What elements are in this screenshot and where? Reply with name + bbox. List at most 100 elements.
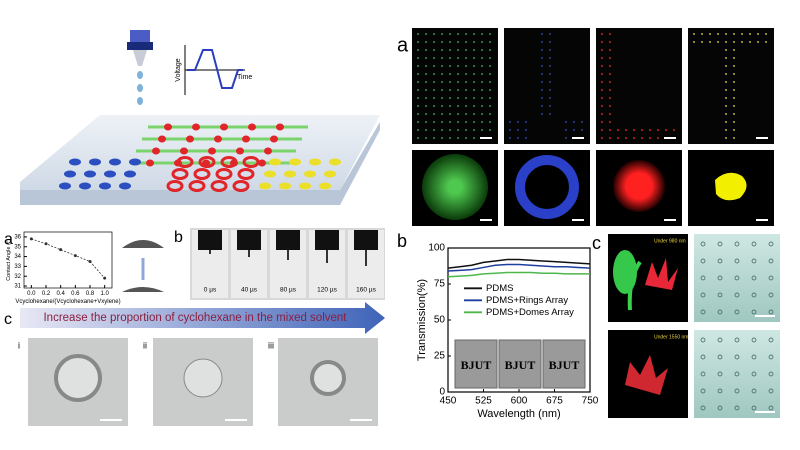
micro-dot — [734, 354, 740, 360]
red-ring — [198, 156, 216, 168]
red-dot — [208, 147, 216, 155]
micro-dot — [768, 388, 774, 394]
x-tick-label: 0.2 — [42, 291, 51, 297]
legend-label: PDMS+Rings Array — [486, 295, 568, 306]
pattern-dot — [749, 41, 751, 43]
micrograph — [694, 234, 780, 322]
pattern-dot — [449, 73, 451, 75]
pattern-dot — [417, 81, 419, 83]
lotus-flower — [625, 355, 668, 395]
pattern-dot — [733, 49, 735, 51]
pattern-dot — [449, 49, 451, 51]
pattern-dot — [481, 81, 483, 83]
pattern-dot — [441, 41, 443, 43]
pattern-dot — [757, 41, 759, 43]
y-tick-label: 25 — [434, 351, 446, 362]
pattern-dot — [433, 49, 435, 51]
pattern-dot — [457, 129, 459, 131]
pattern-dot — [457, 113, 459, 115]
pattern-dot — [481, 121, 483, 123]
y-tick-label: 34 — [14, 254, 21, 260]
blue-dome — [109, 158, 121, 166]
frame-label: 80 µs — [280, 287, 297, 294]
pattern-dot — [449, 81, 451, 83]
frame-liquid — [248, 250, 250, 257]
red-dot — [152, 147, 160, 155]
pattern-dot — [417, 49, 419, 51]
pattern-dot — [481, 33, 483, 35]
pattern-dot — [741, 33, 743, 35]
blue-dome — [129, 158, 141, 166]
yellow-dot — [264, 170, 276, 178]
frame-label: 120 µs — [317, 287, 337, 294]
frame-nozzle — [354, 230, 378, 250]
pattern-dot — [433, 113, 435, 115]
pattern-dot — [733, 73, 735, 75]
pattern-dot — [725, 105, 727, 107]
pattern-dot — [625, 137, 627, 139]
red-dot — [180, 147, 188, 155]
printed-patterns — [59, 123, 341, 192]
droplet — [137, 97, 143, 105]
pattern-dot — [489, 121, 491, 123]
pattern-dot — [433, 41, 435, 43]
pattern-dot — [617, 129, 619, 131]
pattern-dot — [541, 97, 543, 99]
micro-dot — [768, 241, 774, 247]
frame-liquid — [326, 250, 328, 263]
frame-nozzle — [315, 230, 339, 250]
blue-dome — [124, 170, 136, 178]
photo-label: Under 980 nm — [654, 238, 686, 244]
red-ring — [210, 180, 228, 192]
pattern-dot — [733, 81, 735, 83]
micro-dot — [717, 292, 723, 298]
micro-dot — [717, 275, 723, 281]
pattern-dot — [601, 41, 603, 43]
pattern-dot — [657, 137, 659, 139]
legend-label: PDMS+Domes Array — [486, 307, 574, 318]
pattern-dot — [465, 89, 467, 91]
pattern-dot — [541, 73, 543, 75]
micro-dot — [734, 405, 740, 411]
pattern-dot — [433, 73, 435, 75]
pattern-dot — [517, 137, 519, 139]
pattern-dot — [733, 41, 735, 43]
yellow-dot — [269, 158, 281, 166]
y-tick-label: 75 — [434, 279, 446, 290]
morph-label: ii — [143, 340, 147, 350]
pattern-dot — [601, 81, 603, 83]
pattern-dot — [433, 81, 435, 83]
red-dot — [146, 159, 154, 167]
inset-text: BJUT — [549, 358, 580, 372]
red-ring — [166, 180, 184, 192]
yellow-dot — [324, 170, 336, 178]
frame-liquid — [287, 250, 289, 260]
pattern-dot — [489, 65, 491, 67]
micro-dot — [717, 405, 723, 411]
pattern-dot — [509, 121, 511, 123]
pattern-dot — [481, 73, 483, 75]
pattern-dot — [701, 41, 703, 43]
pattern-dot — [617, 137, 619, 139]
pattern-dot — [425, 49, 427, 51]
pattern-dot — [541, 113, 543, 115]
pattern-dot — [733, 105, 735, 107]
frame-nozzle — [276, 230, 300, 250]
yellow-dot — [289, 158, 301, 166]
pattern-dot — [441, 113, 443, 115]
red-dot — [192, 123, 200, 131]
pattern-dot — [609, 89, 611, 91]
pattern-dot — [565, 121, 567, 123]
pattern-dot — [417, 129, 419, 131]
pattern-dot — [601, 97, 603, 99]
panel-label: a — [4, 231, 13, 248]
pattern-dot — [433, 121, 435, 123]
pattern-dot — [709, 41, 711, 43]
green-dome — [422, 154, 488, 220]
pattern-dot — [573, 121, 575, 123]
pattern-dot — [541, 65, 543, 67]
pattern-dot — [433, 129, 435, 131]
profile-drop — [122, 240, 164, 248]
pattern-dot — [481, 57, 483, 59]
red-ring — [232, 180, 250, 192]
